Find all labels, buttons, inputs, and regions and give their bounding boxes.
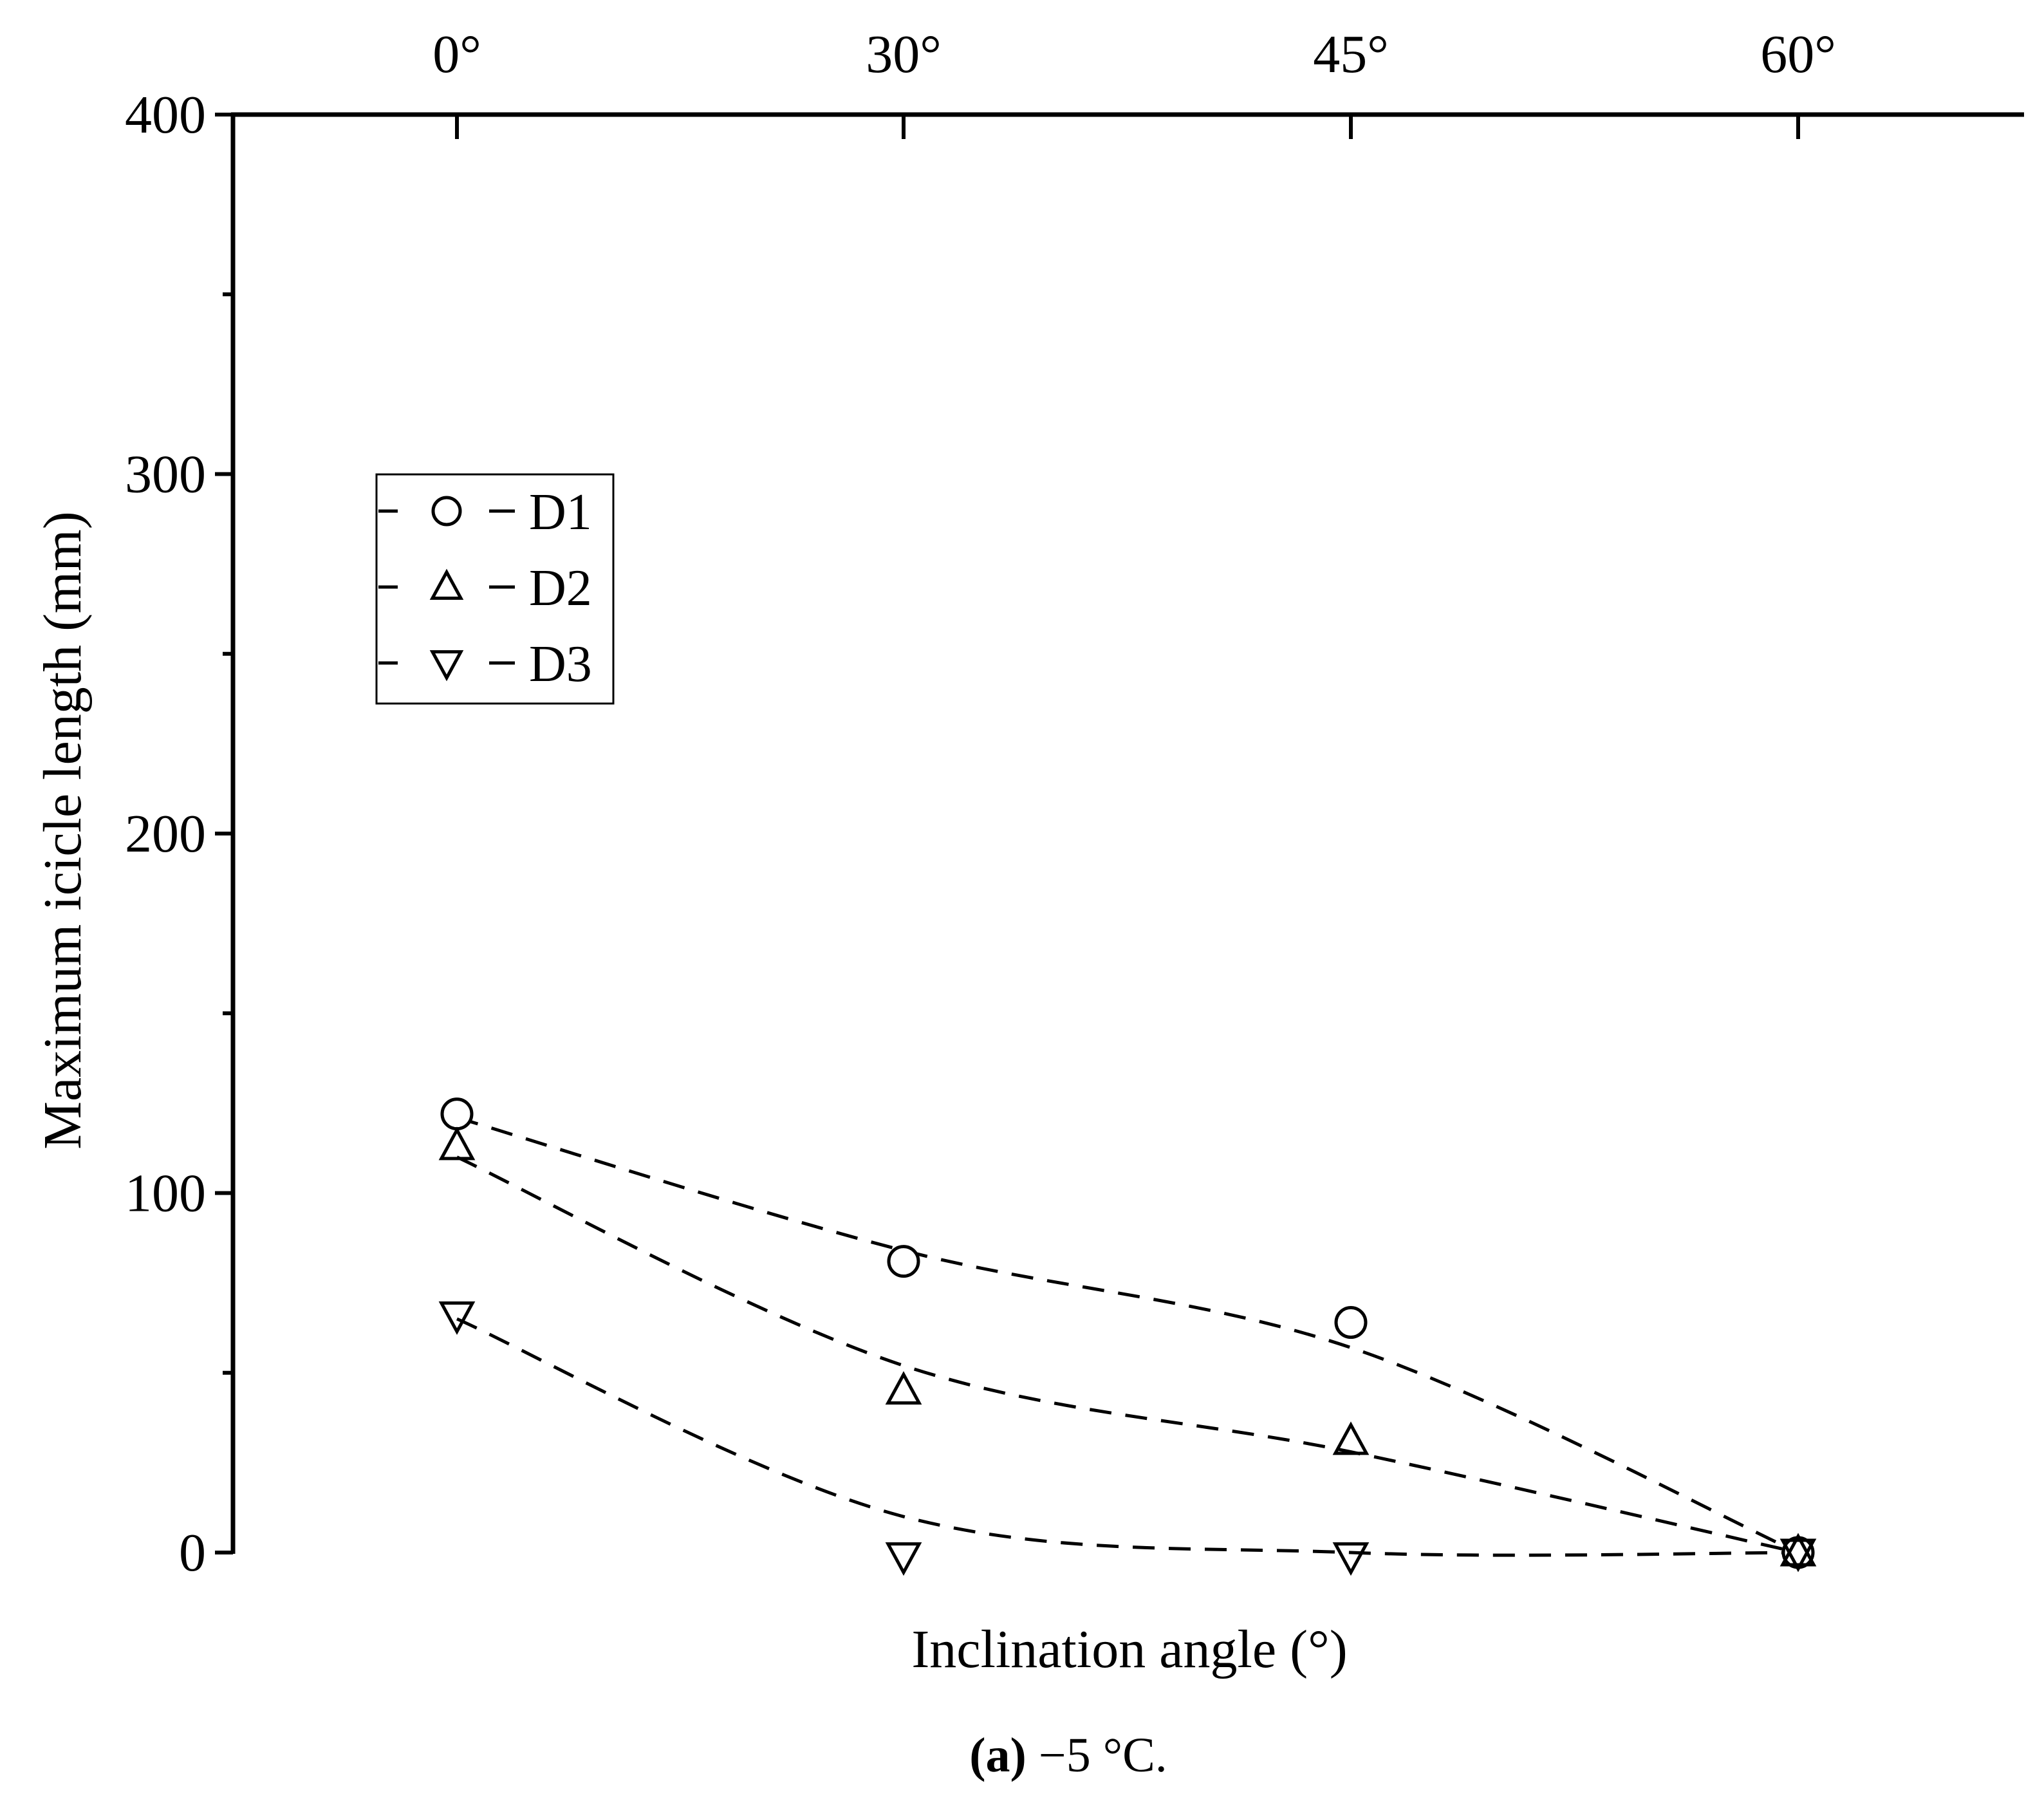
y-tick-label: 200 [125, 804, 206, 864]
legend-label-d3: D3 [529, 636, 592, 693]
point-d2 [1779, 1533, 1817, 1567]
legend-label-d2: D2 [529, 560, 592, 617]
point-d1 [887, 1245, 920, 1278]
y-axis-title: Maximum icicle length (mm) [33, 511, 93, 1149]
fit-line-d1 [456, 1115, 1799, 1554]
y-tick-label: 300 [125, 445, 206, 505]
x-axis-title: Inclination angle (°) [911, 1619, 1347, 1679]
y-tick-label: 400 [125, 85, 206, 145]
ticks: 0 100 200 300 400 0° 30° 45° 60° [125, 24, 1836, 1583]
legend: D1 D2 D3 [375, 473, 615, 705]
x-tick-label: 45° [1313, 24, 1389, 84]
legend-box [375, 473, 615, 705]
point-d2 [438, 1126, 476, 1161]
data-markers [438, 1097, 1817, 1576]
point-d3 [1779, 1538, 1817, 1572]
fit-lines [456, 1115, 1799, 1557]
legend-marker-d2 [429, 568, 464, 600]
x-tick-label: 60° [1760, 24, 1836, 84]
y-tick-label: 0 [179, 1523, 206, 1583]
y-tick-label: 100 [125, 1164, 206, 1224]
point-d1 [1334, 1306, 1368, 1339]
x-tick-label: 0° [432, 24, 481, 84]
point-d3 [438, 1301, 476, 1335]
fit-line-d2 [456, 1155, 1799, 1554]
point-d3 [1332, 1542, 1370, 1576]
fit-line-d3 [456, 1317, 1799, 1557]
point-d3 [885, 1542, 922, 1576]
point-d2 [885, 1371, 922, 1405]
legend-label-d1: D1 [529, 484, 592, 541]
legend-marker-d3 [429, 650, 464, 682]
figure-caption: (a) −5 °C. [969, 1728, 1167, 1782]
point-d1 [440, 1097, 474, 1131]
point-d2 [1332, 1421, 1370, 1455]
caption-label: (a) [969, 1728, 1027, 1782]
caption-text: −5 °C. [1027, 1728, 1167, 1782]
legend-marker-d1 [431, 496, 462, 527]
x-tick-label: 30° [866, 24, 942, 84]
